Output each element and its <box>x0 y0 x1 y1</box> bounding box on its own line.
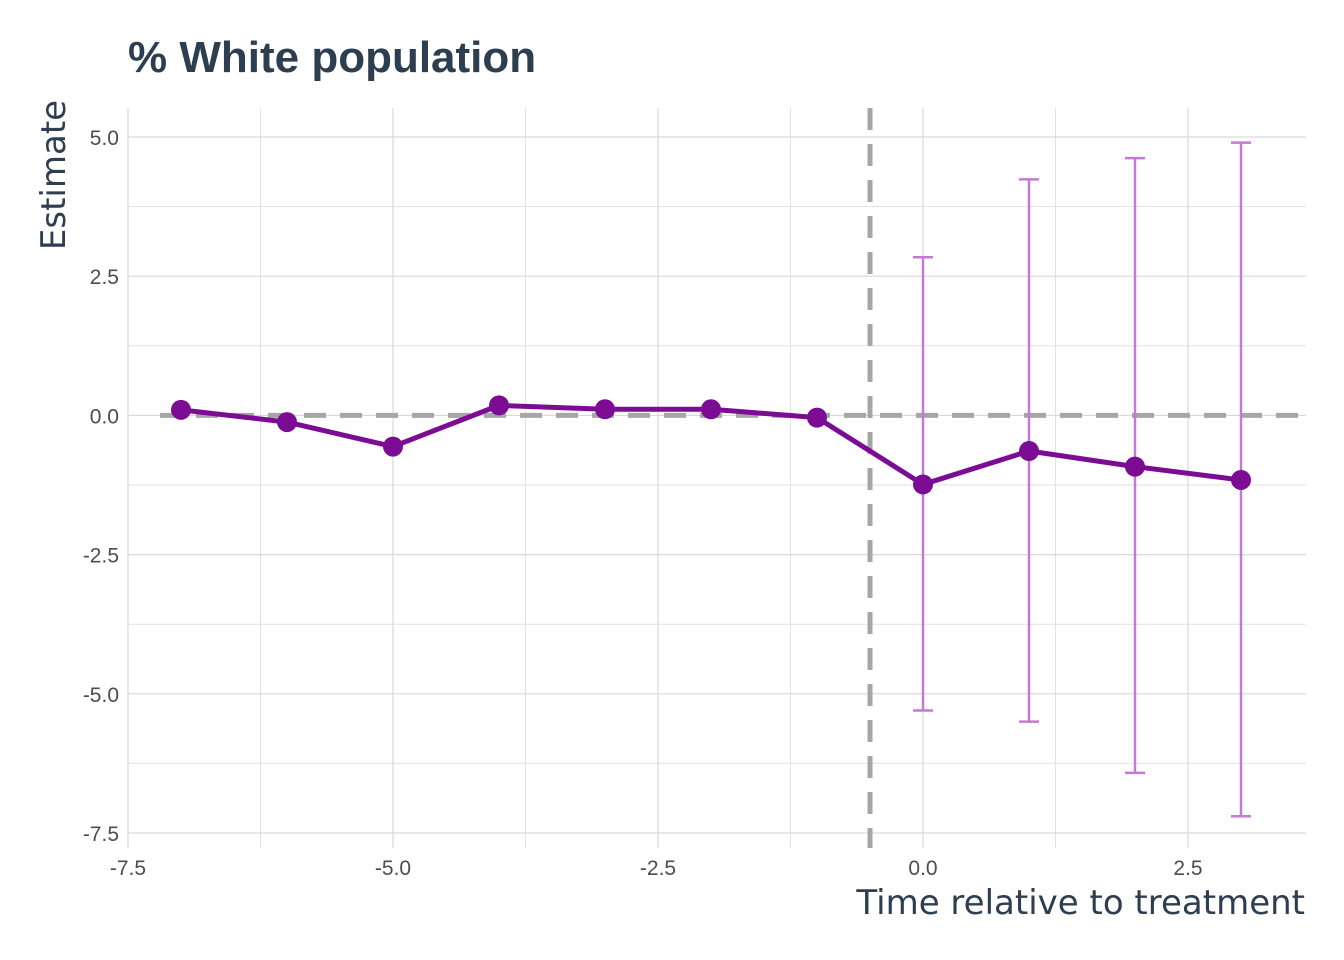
x-tick-label: -7.5 <box>110 857 146 880</box>
y-tick-label: -7.5 <box>83 823 119 846</box>
y-tick-label: 5.0 <box>90 127 119 150</box>
y-tick-label: -2.5 <box>83 545 119 568</box>
y-axis-title: Estimate <box>34 100 74 250</box>
data-point <box>913 474 933 495</box>
y-tick-label: -5.0 <box>83 684 119 707</box>
data-series <box>171 395 1251 495</box>
tick-labels: -7.5 -5.0 -2.5 0.0 2.5 5.0 2.5 0.0 -2.5 -5.0 -7.5 <box>83 127 1203 880</box>
data-point <box>171 399 191 420</box>
x-axis-title: Time relative to treatment <box>855 883 1305 923</box>
data-point <box>1125 456 1145 477</box>
data-point <box>383 436 403 457</box>
error-bars <box>913 141 1251 818</box>
y-tick-label: 2.5 <box>90 266 119 289</box>
grid-lines <box>127 108 1306 848</box>
data-point <box>595 399 615 420</box>
data-point <box>1231 469 1251 490</box>
data-point <box>1019 441 1039 462</box>
data-point <box>701 399 721 420</box>
x-tick-label: 2.5 <box>1173 857 1202 880</box>
x-tick-label: -2.5 <box>640 857 676 880</box>
chart-title: % White population <box>128 33 536 82</box>
data-point <box>277 412 297 433</box>
reference-lines <box>160 108 1306 848</box>
data-point <box>489 395 509 416</box>
data-point <box>807 407 827 428</box>
y-tick-label: 0.0 <box>90 405 119 428</box>
x-tick-label: 0.0 <box>908 857 937 880</box>
x-tick-label: -5.0 <box>375 857 411 880</box>
